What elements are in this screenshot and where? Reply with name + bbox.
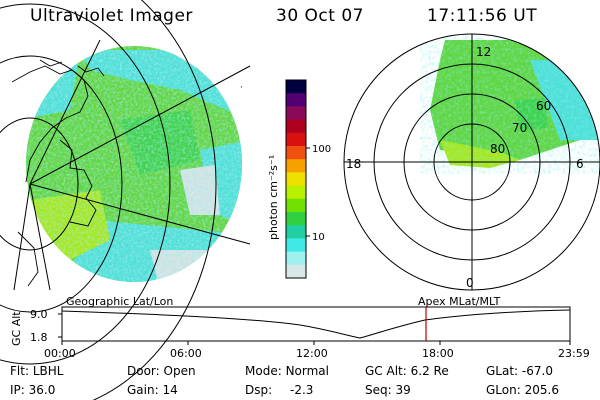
glat-field: GLat: -67.0	[486, 364, 553, 378]
polar-image: 12 18 6 0 60 70 80	[343, 33, 600, 291]
altitude-plot: GC Alt 9.0 1.8 00:00 06:00 12:00 18:00 2…	[10, 306, 590, 360]
date-label: 30 Oct 07	[276, 6, 364, 26]
altitude-ytick-top: 9.0	[30, 308, 48, 321]
colorbar-cell	[286, 119, 306, 134]
dsp-field: Dsp: -2.3	[245, 383, 313, 397]
altitude-xtick-1800: 18:00	[422, 347, 454, 360]
flt-label: Flt:	[10, 364, 29, 378]
gcalt-field: GC Alt: 6.2 Re	[365, 364, 449, 378]
glon-value: 205.6	[524, 383, 559, 397]
colorbar-cell	[286, 225, 306, 239]
mlat-label-60: 60	[536, 99, 551, 113]
dsp-label: Dsp:	[245, 383, 273, 397]
mode-field: Mode: Normal	[245, 364, 329, 378]
time-label: 17:11:56 UT	[427, 6, 538, 26]
altitude-ylabel: GC Alt	[10, 311, 23, 346]
colorbar-cell	[286, 132, 306, 147]
altitude-xtick-0600: 06:00	[170, 347, 202, 360]
mlat-label-80: 80	[490, 142, 505, 156]
colorbar-label-100: 100	[312, 144, 331, 155]
mode-label: Mode:	[245, 364, 282, 378]
colorbar-cell	[286, 212, 306, 226]
dsp-value: -2.3	[289, 383, 314, 397]
instrument-title: Ultraviolet Imager	[30, 6, 193, 26]
altitude-xtick-2359: 23:59	[558, 347, 590, 360]
colorbar-cell	[286, 238, 306, 253]
glat-label: GLat:	[486, 364, 519, 378]
altitude-plot-frame	[61, 306, 571, 342]
colorbar-cell	[286, 159, 306, 173]
door-label: Door:	[127, 364, 160, 378]
altitude-xtick-0000: 00:00	[44, 347, 76, 360]
colorbar-cell	[286, 106, 306, 121]
mode-value: Normal	[285, 364, 329, 378]
seq-field: Seq: 39	[365, 383, 411, 397]
flt-value: LBHL	[32, 364, 64, 378]
colorbar-cell	[286, 80, 306, 94]
ip-label: IP:	[10, 383, 25, 397]
glon-field: GLon: 205.6	[486, 383, 559, 397]
gain-label: Gain:	[127, 383, 159, 397]
door-value: Open	[163, 364, 196, 378]
altitude-ytick-bottom: 1.8	[30, 331, 48, 344]
altitude-xtick-1200: 12:00	[296, 347, 328, 360]
gcalt-label: GC Alt:	[365, 364, 407, 378]
seq-label: Seq:	[365, 383, 392, 397]
flt-field: Flt: LBHL	[10, 364, 63, 378]
mlt-label-6: 6	[576, 157, 584, 171]
gain-value: 14	[162, 383, 178, 397]
colorbar-cell	[286, 198, 306, 213]
svg-text:·: ·	[240, 83, 243, 93]
altitude-curve	[61, 309, 571, 339]
colorbar-cell	[286, 93, 306, 107]
mlt-label-12: 12	[476, 45, 491, 59]
seq-value: 39	[395, 383, 411, 397]
colorbar: 100 10 photon cm⁻²s⁻¹	[267, 79, 331, 279]
colorbar-cell	[286, 251, 306, 266]
colorbar-label-10: 10	[312, 232, 325, 243]
glat-value: -67.0	[521, 364, 553, 378]
gain-field: Gain: 14	[127, 383, 178, 397]
gcalt-value: 6.2 Re	[410, 364, 449, 378]
colorbar-cell	[286, 185, 306, 200]
polar-panel-title: Apex MLat/MLT	[418, 295, 501, 308]
glon-label: GLon:	[486, 383, 521, 397]
door-field: Door: Open	[127, 364, 196, 378]
colorbar-cell	[286, 172, 306, 187]
mlat-label-70: 70	[512, 121, 527, 135]
ip-field: IP: 36.0	[10, 383, 55, 397]
colorbar-unit-label: photon cm⁻²s⁻¹	[267, 155, 280, 240]
mlt-label-18: 18	[346, 157, 361, 171]
geographic-panel-title: Geographic Lat/Lon	[66, 295, 173, 308]
ip-value: 36.0	[28, 383, 56, 397]
mlt-label-0: 0	[466, 276, 474, 290]
colorbar-cell	[286, 264, 306, 279]
colorbar-cell	[286, 146, 306, 160]
